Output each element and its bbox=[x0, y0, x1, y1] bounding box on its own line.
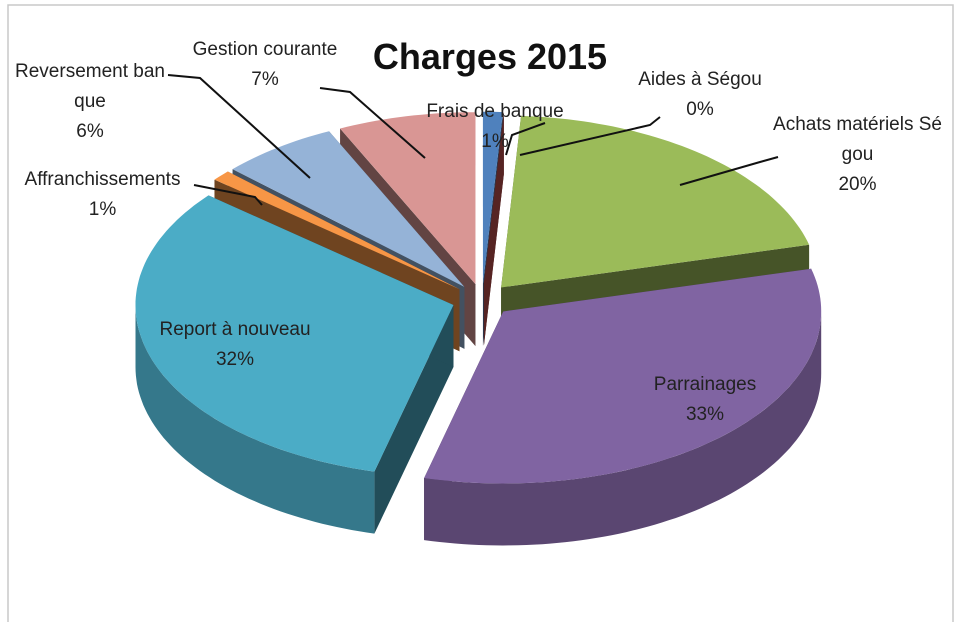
value-label: 1% bbox=[481, 131, 509, 152]
data-label: Affranchissements 1% bbox=[10, 165, 195, 225]
data-label: Reversement banque 6% bbox=[10, 57, 170, 147]
slice-wall bbox=[135, 305, 375, 534]
value-label: 33% bbox=[685, 404, 725, 425]
slice bbox=[483, 112, 504, 346]
slice-top bbox=[340, 112, 476, 285]
slice-top bbox=[135, 195, 454, 472]
leader-line bbox=[167, 74, 311, 179]
data-label: Gestion courante 7% bbox=[190, 35, 340, 95]
value-label: 32% bbox=[215, 349, 255, 370]
data-label: Achats matériels Ségou 20% bbox=[770, 110, 945, 200]
value-label: 0% bbox=[686, 99, 714, 120]
category-label: Aides à Ségou bbox=[638, 69, 762, 90]
slices bbox=[135, 111, 822, 546]
slice-top bbox=[501, 115, 810, 288]
data-label: Report à nouveau 32% bbox=[150, 315, 320, 375]
value-label: 20% bbox=[838, 174, 877, 195]
slice-top bbox=[424, 268, 822, 484]
chart-frame bbox=[7, 4, 954, 622]
leader-lines bbox=[167, 74, 779, 206]
category-label: Achats matériels Ségou bbox=[773, 114, 942, 165]
data-label: Frais de banque 1% bbox=[420, 97, 570, 157]
value-label: 7% bbox=[251, 69, 279, 90]
value-label: 6% bbox=[76, 121, 104, 142]
value-label: 1% bbox=[88, 199, 117, 220]
leader-line bbox=[679, 156, 779, 186]
category-label: Report à nouveau bbox=[159, 319, 311, 340]
category-label: Frais de banque bbox=[426, 101, 564, 122]
category-label: Affranchissements bbox=[24, 169, 181, 190]
category-label: Gestion courante bbox=[192, 39, 338, 60]
slice-top bbox=[214, 171, 460, 290]
slice-wall bbox=[424, 311, 822, 546]
data-label: Aides à Ségou 0% bbox=[625, 65, 775, 125]
leader-line bbox=[193, 184, 263, 206]
slice-top bbox=[482, 111, 503, 284]
category-label: Parrainages bbox=[653, 374, 757, 395]
slice-side bbox=[483, 112, 504, 346]
slice bbox=[424, 268, 822, 546]
leader-line bbox=[319, 87, 426, 159]
leader-line bbox=[505, 122, 546, 156]
slice-side bbox=[374, 305, 454, 534]
slice-top bbox=[232, 131, 465, 287]
category-label: Reversement banque bbox=[15, 61, 165, 112]
chart-title: Charges 2015 bbox=[372, 36, 608, 77]
slice bbox=[135, 195, 454, 534]
leader-line bbox=[519, 116, 661, 156]
data-label: Parrainages 33% bbox=[615, 370, 795, 430]
